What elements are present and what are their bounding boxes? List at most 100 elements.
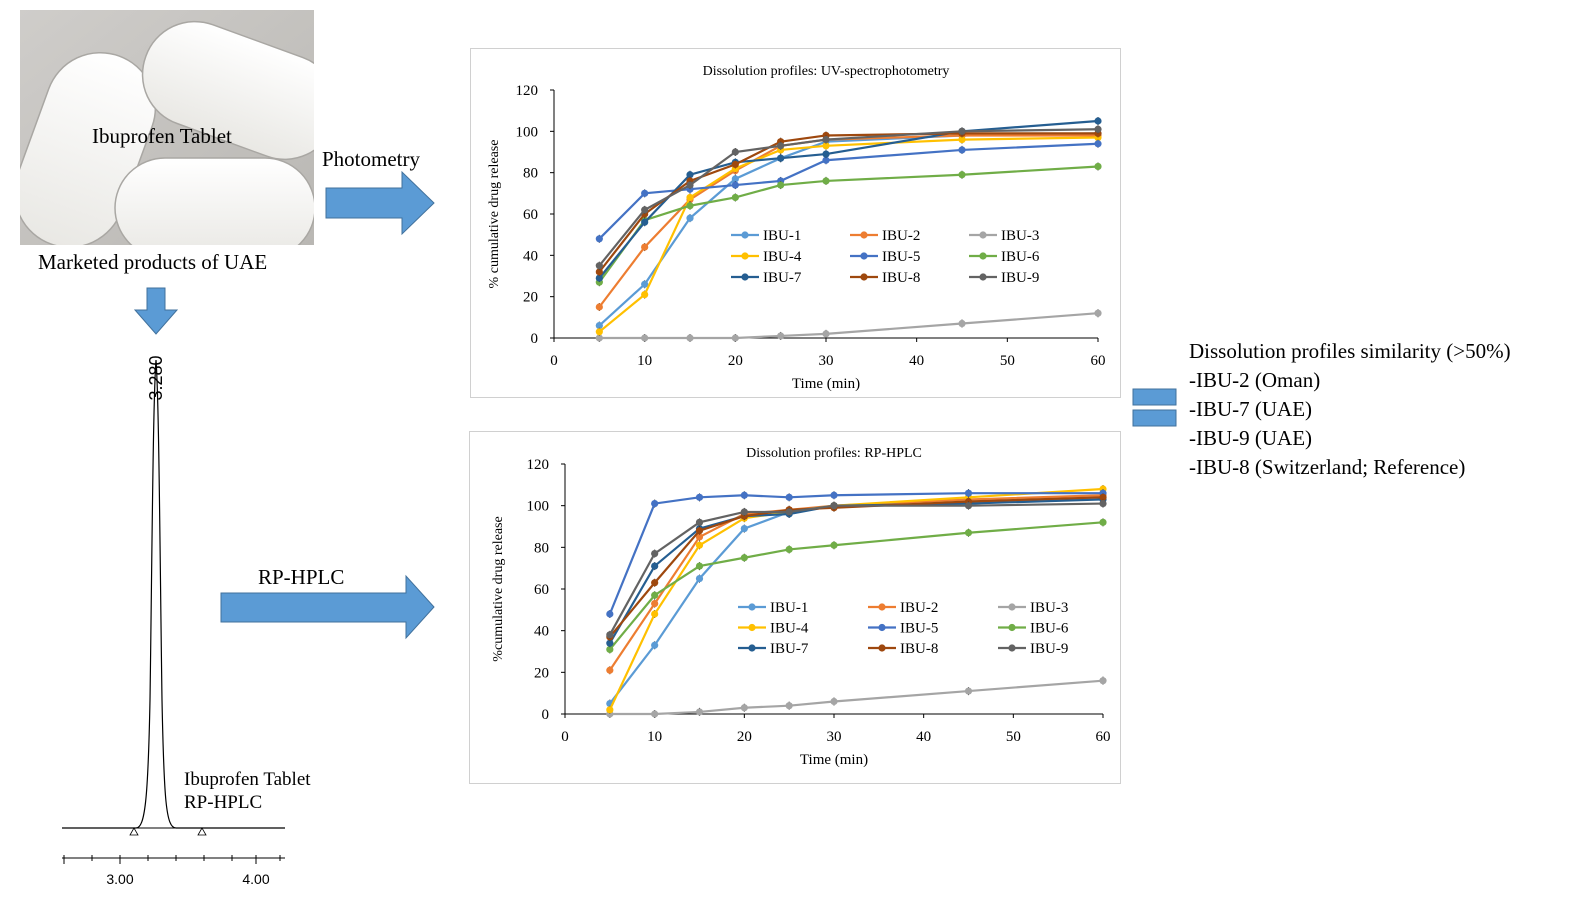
data-point (641, 334, 649, 342)
series-ibu-6 (606, 518, 1107, 654)
series-line (598, 128, 1099, 267)
y-tick-label: 120 (527, 457, 550, 473)
series-ibu-6 (595, 162, 1102, 287)
data-point (740, 508, 748, 516)
data-point (964, 502, 973, 510)
y-tick-label: 0 (531, 331, 539, 347)
data-point (1099, 518, 1107, 526)
legend-entry: IBU-7 (731, 270, 802, 286)
pill-bottom (114, 157, 314, 245)
tablet-label: Ibuprofen Tablet (92, 124, 232, 148)
legend-label: IBU-6 (1030, 621, 1069, 637)
peak-retention-label: 3.280 (146, 355, 166, 400)
legend-entry: IBU-5 (850, 249, 920, 265)
equals-bar-top (1132, 388, 1177, 406)
legend-label: IBU-8 (882, 270, 920, 286)
y-tick-label: 20 (534, 665, 549, 681)
similarity-item: -IBU-7 (UAE) (1189, 397, 1313, 421)
data-point (731, 175, 739, 183)
data-point (686, 202, 694, 210)
x-tick-label: 0 (561, 729, 569, 745)
data-point (740, 554, 748, 562)
legend-label: IBU-4 (770, 621, 809, 637)
data-point (595, 235, 603, 243)
data-point (822, 330, 830, 338)
hplc-dissolution-chart: Dissolution profiles: RP-HPLC Time (min)%… (491, 446, 1111, 768)
y-tick-label: 120 (516, 83, 539, 99)
data-point (830, 541, 838, 549)
chromatogram-ticks (63, 855, 281, 864)
data-point (595, 274, 603, 282)
x-tick-label: 60 (1091, 353, 1106, 369)
data-point (958, 127, 966, 135)
x-tick-label: 0 (550, 353, 558, 369)
annotation-line: Ibuprofen Tablet (184, 769, 311, 790)
x-tick-label: 10 (637, 353, 652, 369)
data-point (641, 291, 649, 299)
series-line (608, 492, 1103, 615)
legend-marker (878, 603, 886, 611)
x-tick-label: 20 (737, 729, 752, 745)
data-point (830, 491, 838, 499)
chart-title: Dissolution profiles: RP-HPLC (746, 446, 922, 461)
x-tick-label: 10 (647, 729, 662, 745)
legend-entry: IBU-2 (868, 600, 938, 616)
legend-marker (860, 231, 868, 239)
data-point (695, 541, 704, 549)
series-line (608, 502, 1104, 636)
tablet-photo (20, 10, 314, 245)
data-point (1094, 140, 1102, 148)
pill-top (141, 20, 314, 161)
y-tick-label: 40 (523, 248, 538, 264)
data-point (777, 181, 785, 189)
data-point (964, 489, 973, 497)
legend-label: IBU-2 (900, 600, 938, 616)
series-line (608, 498, 1104, 644)
data-point (651, 610, 659, 618)
data-point (651, 710, 659, 718)
data-point (651, 579, 659, 587)
legend-marker (979, 252, 987, 260)
legend-marker (748, 623, 756, 632)
legend-label: IBU-7 (770, 641, 809, 657)
legend-marker (979, 231, 987, 239)
legend-label: IBU-5 (900, 621, 938, 637)
data-point (641, 243, 649, 251)
legend-label: IBU-3 (1030, 600, 1068, 616)
data-point (1099, 499, 1107, 508)
y-tick-label: 80 (523, 166, 538, 182)
photo-caption: Marketed products of UAE (38, 250, 268, 274)
series-line (598, 119, 1099, 279)
down-arrow (133, 287, 179, 335)
data-point (606, 631, 614, 639)
series-ibu-9 (606, 499, 1107, 639)
uv-chart-panel: Dissolution profiles: UV-spectrophotomet… (470, 48, 1121, 398)
data-point (641, 189, 649, 197)
data-point (1094, 162, 1102, 171)
series-ibu-3 (595, 309, 1102, 342)
x-tick-label: 30 (827, 729, 842, 745)
y-tick-label: 80 (534, 540, 549, 556)
data-point (641, 280, 649, 288)
legend-entry: IBU-4 (731, 249, 802, 265)
series-ibu-5 (606, 489, 1107, 618)
data-point (651, 641, 659, 649)
legend-entry: IBU-2 (850, 228, 920, 244)
chromatogram-tick-label: 4.00 (242, 871, 269, 887)
hplc-chart-panel: Dissolution profiles: RP-HPLC Time (min)%… (469, 431, 1121, 784)
uv-dissolution-chart: Dissolution profiles: UV-spectrophotomet… (487, 64, 1106, 392)
legend-entry: IBU-9 (969, 270, 1039, 286)
legend-marker (748, 644, 756, 652)
data-point (686, 214, 694, 222)
series-ibu-9 (595, 125, 1102, 270)
y-axis-label: %cumulative drug release (491, 516, 506, 661)
y-tick-label: 100 (527, 499, 550, 515)
peak-start-marker (129, 827, 139, 836)
data-point (641, 218, 649, 226)
data-point (695, 533, 704, 541)
data-point (595, 334, 603, 342)
similarity-summary: Dissolution profiles similarity (>50%) -… (1189, 337, 1511, 482)
data-point (777, 332, 785, 340)
